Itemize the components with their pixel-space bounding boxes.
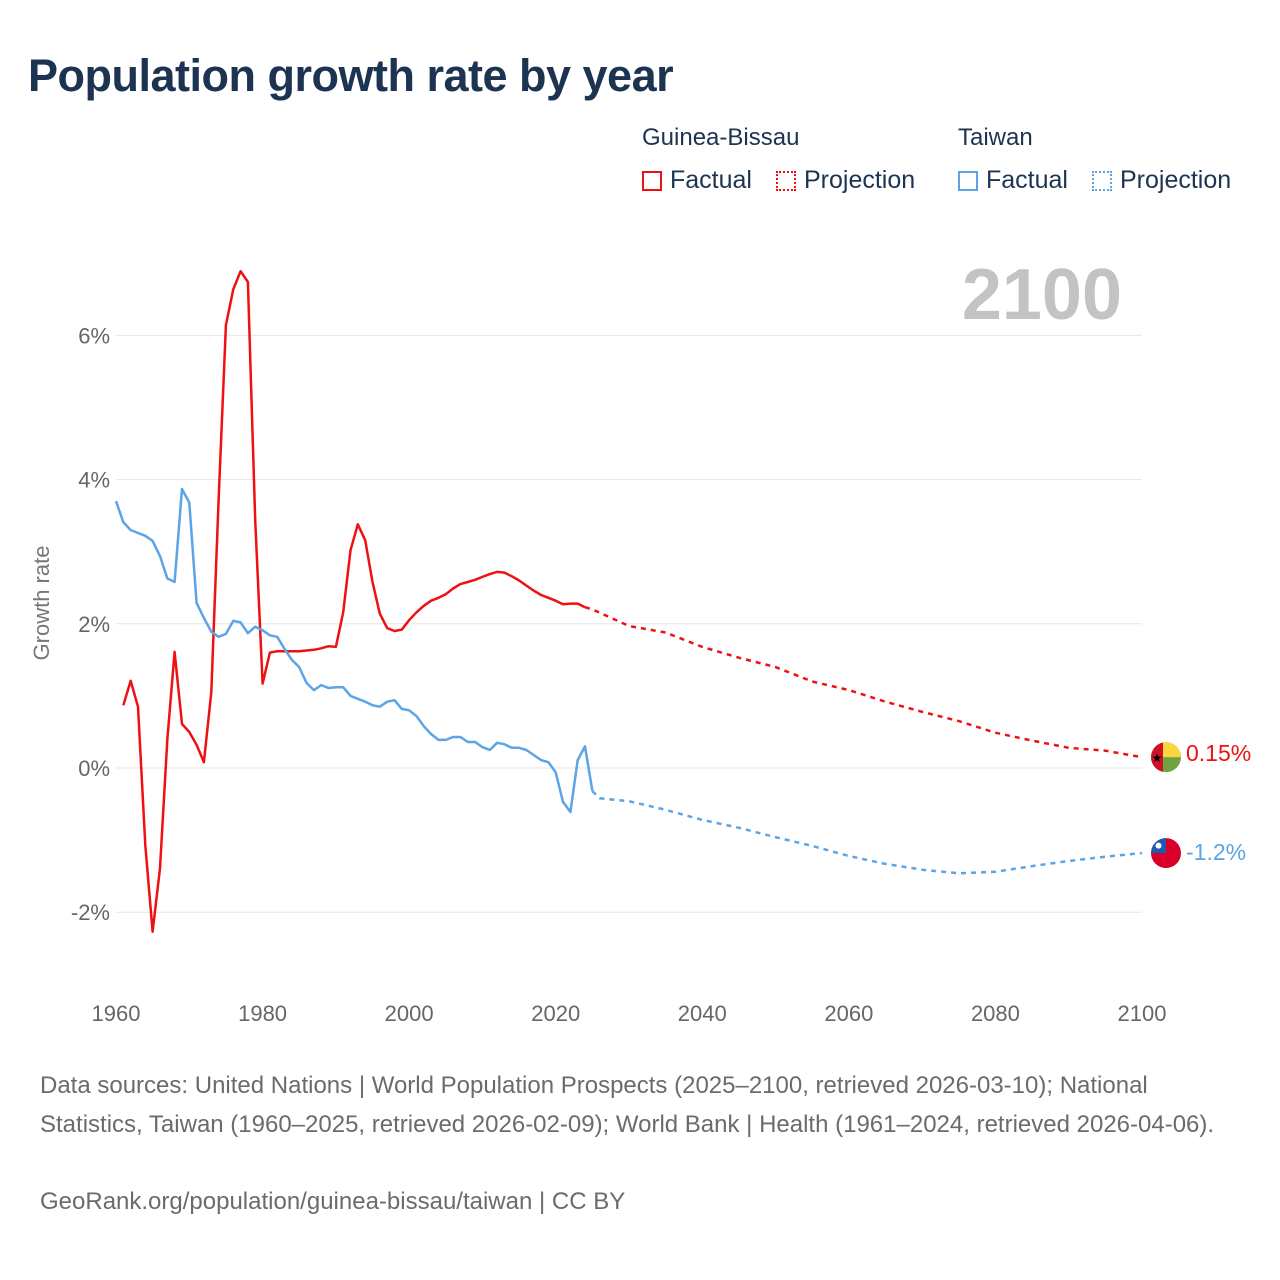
legend-item-guinea-bissau-projection[interactable]: Projection: [776, 166, 915, 195]
chart-title: Population growth rate by year: [28, 50, 674, 101]
legend-country-guinea-bissau: Guinea-Bissau: [642, 124, 800, 151]
current-year-label: 2100: [961, 255, 1122, 335]
legend-label: Projection: [1120, 166, 1232, 194]
star-icon: ★: [1152, 751, 1163, 765]
legend-label: Projection: [804, 166, 916, 194]
legend-swatch-solid: [642, 170, 662, 191]
y-tick-label: 4%: [78, 468, 110, 493]
legend-swatch-solid: [958, 170, 978, 191]
y-tick-label: 2%: [78, 612, 110, 637]
legend: Guinea-Bissau Factual Projection Taiwan …: [642, 124, 1262, 204]
x-tick-label: 1960: [92, 1001, 141, 1026]
series-line-guinea-bissau-projection: [584, 606, 1143, 759]
taiwan-flag-icon: [1151, 838, 1181, 869]
legend-swatch-dotted: [1092, 170, 1112, 191]
x-tick-label: 2020: [531, 1001, 580, 1026]
flag-red: [1151, 742, 1163, 773]
series-line-taiwan-projection: [591, 790, 1143, 875]
x-tick-label: 2080: [971, 1001, 1020, 1026]
end-label-guinea-bissau: 0.15%: [1186, 740, 1252, 766]
legend-label: Factual: [670, 166, 752, 194]
guinea-bissau-flag-icon: ★: [1151, 742, 1181, 773]
legend-item-guinea-bissau-factual[interactable]: Factual: [642, 166, 752, 195]
legend-item-taiwan-factual[interactable]: Factual: [958, 166, 1068, 195]
x-tick-label: 1980: [238, 1001, 287, 1026]
legend-swatch-dotted: [776, 170, 796, 191]
x-tick-label: 2040: [678, 1001, 727, 1026]
data-sources: Data sources: United Nations | World Pop…: [40, 1072, 1215, 1138]
credit-link[interactable]: GeoRank.org/population/guinea-bissau/tai…: [40, 1188, 626, 1215]
legend-label: Factual: [986, 166, 1068, 194]
x-tick-label: 2100: [1118, 1001, 1167, 1026]
series-line-taiwan-factual: [114, 487, 594, 814]
x-tick-label: 2060: [824, 1001, 873, 1026]
y-tick-label: 6%: [78, 323, 110, 348]
sun-icon: [1155, 842, 1162, 849]
y-tick-label: 0%: [78, 756, 110, 781]
legend-item-taiwan-projection[interactable]: Projection: [1092, 166, 1231, 195]
series-line-guinea-bissau-factual: [122, 269, 586, 933]
y-tick-label: -2%: [71, 900, 110, 925]
x-tick-label: 2000: [385, 1001, 434, 1026]
legend-country-taiwan: Taiwan: [958, 124, 1033, 151]
y-axis-label: Growth rate: [29, 545, 54, 661]
end-label-taiwan: -1.2%: [1186, 839, 1247, 865]
